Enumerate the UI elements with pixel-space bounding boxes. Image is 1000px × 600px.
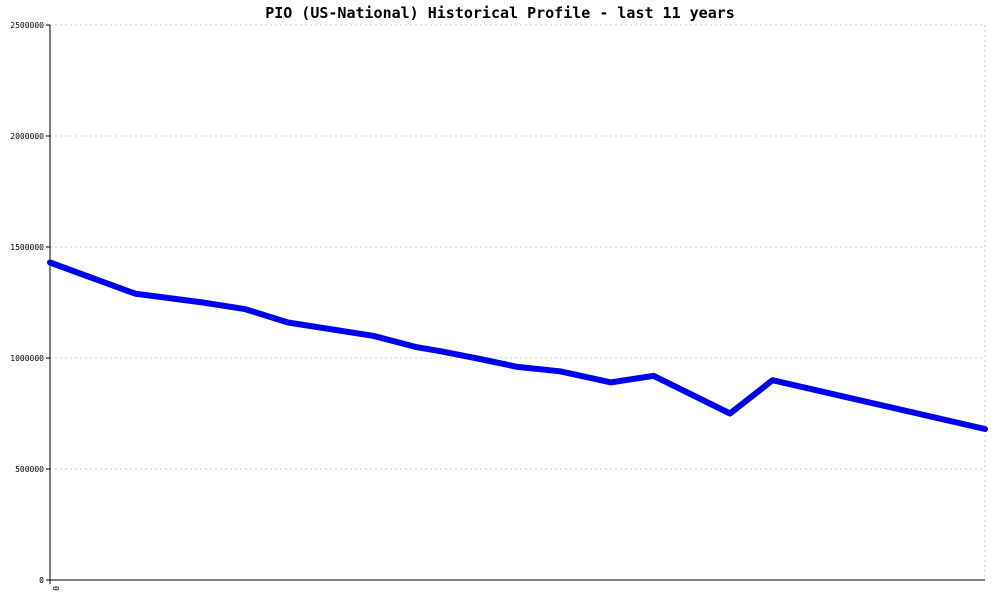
x-tick-label: 0 <box>51 586 60 591</box>
y-tick-label: 500000 <box>15 465 44 474</box>
y-tick-label: 1000000 <box>10 354 44 363</box>
series-layer <box>47 259 988 432</box>
y-tick-label: 2500000 <box>10 21 44 30</box>
chart-title: PIO (US-National) Historical Profile - l… <box>265 4 735 22</box>
x-tick-labels: 0 <box>51 586 60 591</box>
y-tick-label: 1500000 <box>10 243 44 252</box>
series-line <box>47 259 988 432</box>
y-tick-labels: 0 500000 1000000 1500000 2000000 2500000 <box>10 21 44 585</box>
y-tick-label: 2000000 <box>10 132 44 141</box>
grid-layer <box>50 24 986 580</box>
axes-layer <box>46 24 985 584</box>
y-tick-label: 0 <box>39 576 44 585</box>
